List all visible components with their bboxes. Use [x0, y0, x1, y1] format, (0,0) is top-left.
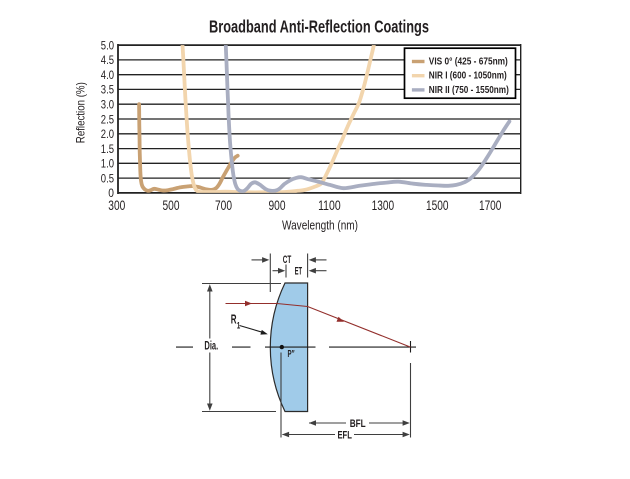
svg-text:4.5: 4.5 — [101, 53, 114, 67]
svg-text:0: 0 — [108, 186, 114, 200]
svg-text:Dia.: Dia. — [204, 339, 218, 353]
svg-text:700: 700 — [215, 197, 232, 213]
svg-text:BFL: BFL — [350, 418, 366, 430]
svg-text:NIR I (600 - 1050nm): NIR I (600 - 1050nm) — [429, 71, 507, 82]
svg-text:1500: 1500 — [426, 197, 449, 213]
svg-text:1: 1 — [237, 321, 241, 331]
svg-text:R: R — [231, 313, 237, 327]
svg-text:NIR II (750 - 1550nm): NIR II (750 - 1550nm) — [429, 85, 509, 96]
svg-text:2.5: 2.5 — [101, 112, 114, 126]
svg-text:P″: P″ — [288, 349, 295, 360]
svg-text:2.0: 2.0 — [101, 127, 114, 141]
svg-text:1.0: 1.0 — [101, 157, 114, 171]
svg-text:1700: 1700 — [479, 197, 502, 213]
svg-text:900: 900 — [269, 197, 286, 213]
svg-text:Broadband Anti-Reflection Coat: Broadband Anti-Reflection Coatings — [209, 17, 429, 37]
svg-text:1100: 1100 — [318, 197, 341, 213]
svg-text:1300: 1300 — [372, 197, 395, 213]
svg-text:500: 500 — [163, 197, 180, 213]
svg-text:ET: ET — [295, 266, 303, 278]
svg-text:EFL: EFL — [337, 429, 352, 441]
svg-text:3.0: 3.0 — [101, 98, 114, 112]
svg-text:Wavelength (nm): Wavelength (nm) — [282, 218, 358, 233]
svg-text:CT: CT — [283, 254, 292, 266]
svg-text:Reflection (%): Reflection (%) — [74, 82, 88, 143]
svg-text:3.5: 3.5 — [101, 83, 114, 97]
svg-text:4.0: 4.0 — [101, 68, 114, 82]
svg-text:300: 300 — [108, 197, 125, 213]
svg-text:5.0: 5.0 — [101, 38, 114, 52]
svg-text:VIS 0° (425 - 675nm): VIS 0° (425 - 675nm) — [429, 56, 508, 67]
svg-text:0.5: 0.5 — [101, 171, 114, 185]
svg-text:1.5: 1.5 — [101, 142, 114, 156]
